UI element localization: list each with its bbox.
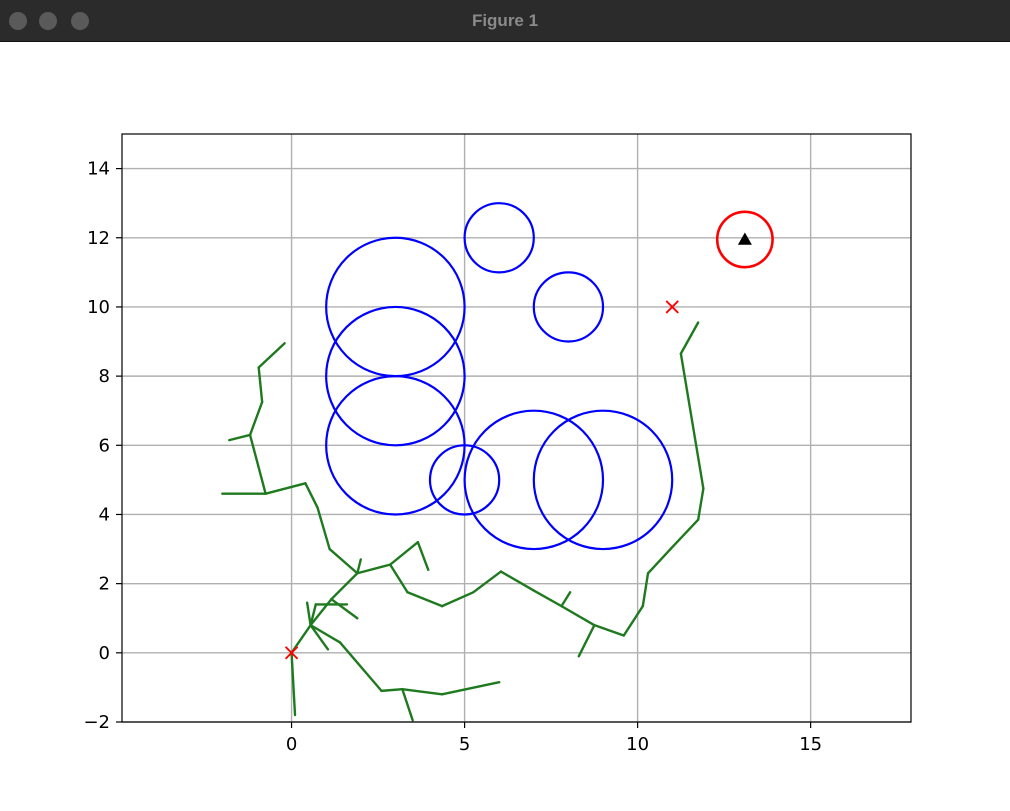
obstacle-circle [463,409,605,551]
y-tick-label: 0 [99,643,110,664]
tree-edge [248,400,264,437]
window-title: Figure 1 [471,11,539,30]
window-titlebar: Figure 1 [0,0,1010,42]
tree-edge [406,591,444,608]
tree-edge [560,591,572,608]
tree-edge [309,623,330,651]
tree-edge [401,687,414,722]
y-tick-label: 2 [99,574,110,595]
tree-edge [304,482,319,509]
maximize-window-button[interactable] [71,12,89,30]
y-tick-label: 8 [99,366,110,387]
tree-edge [305,601,312,627]
tree-edge [679,321,700,355]
y-tick-label: 12 [87,228,110,249]
goal-marker [665,300,679,314]
obstacle-circle [428,444,501,516]
robot-marker [737,232,752,245]
tree-edge [440,591,475,608]
obstacle-circle [532,409,674,551]
x-tick-label: 15 [799,734,822,755]
data-layer [221,202,774,722]
tree-edge [309,623,342,644]
tree-edge [356,563,392,575]
tree-edge [330,572,359,601]
ticks: 0 5 10 15 −2 0 2 4 6 8 10 12 14 [83,159,822,755]
tree-edge [309,598,333,627]
tree-edge [309,603,317,627]
obstacle-circle [325,305,466,447]
grid [122,134,911,723]
tree-edge [388,540,420,566]
tree-edge [532,589,563,608]
tree-edge [356,558,362,575]
figure-canvas: 0 5 10 15 −2 0 2 4 6 8 10 12 14 [0,42,1010,806]
tree-edge [328,547,359,575]
obstacle-circle [463,202,535,274]
tree-edge [388,563,409,594]
tree-edge [696,487,705,521]
tree-edge [290,651,297,717]
tree-edge [560,604,596,627]
tree-edge [264,482,307,495]
tree-edge [593,623,625,637]
x-tick-label: 5 [459,734,470,755]
tree-edge [316,506,331,551]
tree-edge [679,352,705,490]
tree-edge [622,604,645,637]
tree-edge [257,366,264,404]
y-tick-label: 6 [99,435,110,456]
tree-edge [228,433,252,442]
start-marker [284,646,299,660]
minimize-window-button[interactable] [39,12,57,30]
tree-edge [257,342,286,369]
obstacle-circle [532,271,605,343]
y-tick-label: −2 [83,712,110,733]
tree-edge [330,598,359,620]
tree-edge [646,547,672,575]
tree-edge [338,641,383,693]
tree-edge [499,570,536,592]
axes-frame [121,133,912,723]
x-tick-label: 10 [626,734,649,755]
tree-edge [248,433,267,495]
y-tick-label: 10 [87,297,110,318]
plot-area: 0 5 10 15 −2 0 2 4 6 8 10 12 14 [83,133,912,755]
tree-edge [669,518,700,551]
close-window-button[interactable] [9,12,27,30]
tree-edge [290,623,312,655]
tree-edge [641,572,650,608]
tree-edge [472,570,503,594]
tree-edge [401,687,444,696]
y-tick-label: 4 [99,504,110,525]
tree-edge [380,687,404,693]
y-tick-label: 14 [87,159,110,180]
x-tick-label: 0 [286,734,297,755]
tree-edge [577,623,596,658]
tree-edge [416,540,430,572]
goal-region-circle [715,210,774,269]
tree-edge [440,681,501,696]
